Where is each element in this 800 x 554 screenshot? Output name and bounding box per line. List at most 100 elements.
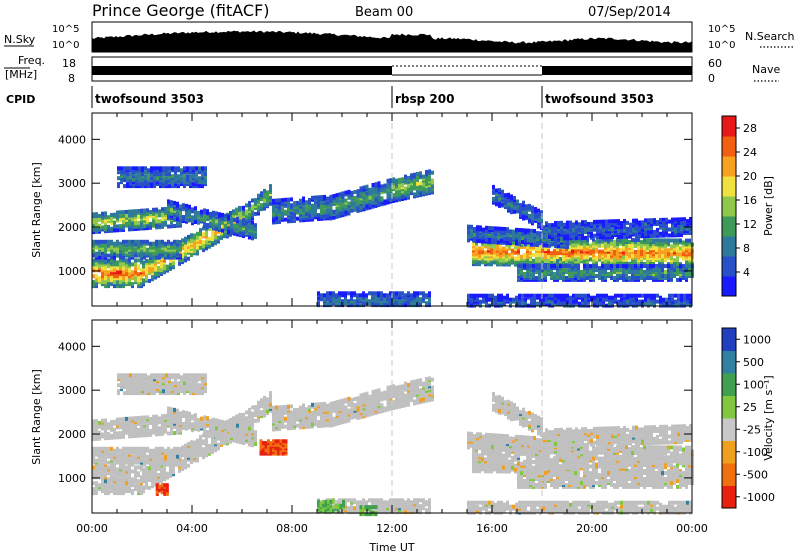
power-cell: [413, 184, 416, 189]
power-cell: [164, 241, 167, 246]
velocity-cell: [98, 471, 101, 476]
power-cell: [563, 301, 566, 306]
power-cell: [683, 221, 686, 226]
power-cell: [164, 220, 167, 225]
power-y-axis-label: Slant Range [km]: [30, 162, 43, 258]
power-cell: [641, 293, 644, 298]
power-cell: [512, 235, 515, 240]
power-cell: [140, 282, 143, 287]
power-cell: [155, 255, 158, 260]
power-cell: [155, 251, 158, 256]
power-cell: [191, 207, 194, 212]
power-cell: [211, 237, 214, 241]
power-cell: [209, 211, 212, 216]
power-cell: [523, 264, 526, 269]
power-cell: [622, 264, 625, 269]
velocity-cell: [140, 489, 143, 494]
power-cell: [505, 254, 508, 259]
power-cell: [117, 166, 120, 171]
power-cell: [562, 253, 565, 258]
power-cell: [587, 293, 590, 298]
power-cell: [517, 264, 520, 269]
power-cell: [676, 256, 679, 261]
power-cell: [614, 219, 617, 224]
power-cell: [551, 293, 554, 298]
power-cell: [129, 166, 132, 171]
power-cell: [419, 291, 422, 296]
power-cell: [227, 226, 230, 231]
velocity-cell: [260, 398, 263, 403]
power-cell: [95, 282, 98, 287]
power-cell: [664, 258, 667, 263]
nsky-tick-bottom: 10^0: [52, 40, 79, 51]
colorbar-tick-label: 20: [743, 170, 757, 183]
power-cell: [566, 220, 569, 225]
power-cell: [305, 212, 308, 216]
power-cell: [479, 293, 482, 298]
power-cell: [556, 266, 559, 271]
power-cell: [119, 245, 122, 250]
power-cell: [422, 186, 425, 191]
power-cell: [664, 264, 667, 269]
power-cell: [499, 258, 502, 263]
power-cell: [528, 213, 531, 218]
power-cell: [272, 198, 275, 203]
power-cell: [568, 247, 571, 252]
power-cell: [350, 208, 354, 213]
power-cell: [138, 178, 141, 183]
power-cell: [151, 277, 154, 282]
power-cell: [646, 264, 649, 269]
power-cell: [551, 242, 554, 246]
power-cell: [401, 295, 404, 300]
power-cell: [679, 238, 682, 243]
velocity-cell: [95, 481, 98, 486]
power-cell: [186, 166, 189, 171]
power-cell: [498, 194, 501, 198]
power-cell: [155, 239, 158, 244]
power-cell: [473, 293, 476, 298]
power-cell: [141, 172, 144, 177]
power-cell: [92, 218, 95, 223]
power-cell: [389, 291, 392, 296]
velocity-cell: [137, 471, 140, 476]
power-cell: [650, 230, 653, 234]
power-cell: [278, 198, 281, 203]
velocity-cell: [145, 471, 148, 476]
power-cell: [138, 182, 141, 187]
power-cell: [380, 297, 383, 302]
power-cell: [272, 218, 275, 223]
power-cell: [98, 268, 101, 273]
power-cell: [389, 178, 393, 182]
power-cell: [187, 256, 190, 261]
power-cell: [176, 221, 179, 226]
velocity-cell: [181, 459, 184, 464]
velocity-cell: [266, 409, 269, 414]
power-cell: [518, 228, 521, 232]
power-cell: [245, 220, 248, 225]
power-cell: [242, 218, 245, 223]
power-cell: [538, 245, 541, 249]
power-cell: [329, 208, 333, 213]
power-cell: [362, 291, 365, 296]
power-cell: [634, 261, 637, 266]
power-cell: [569, 295, 572, 300]
power-cell: [98, 264, 101, 269]
power-cell: [521, 293, 524, 298]
power-cell: [488, 226, 491, 230]
power-cell: [541, 249, 544, 253]
velocity-cell: [113, 475, 116, 480]
power-cell: [668, 219, 671, 224]
power-cell: [260, 203, 263, 208]
power-cell: [671, 217, 674, 222]
power-cell: [167, 211, 170, 216]
power-cell: [565, 268, 568, 273]
cpid-segment-label: twofsound 3503: [545, 92, 654, 106]
power-cell: [598, 249, 601, 254]
power-cell: [554, 293, 557, 298]
power-cell: [176, 211, 179, 216]
velocity-cell: [98, 465, 101, 470]
power-cell: [383, 299, 386, 304]
power-cell: [179, 204, 182, 209]
power-cell: [377, 291, 380, 296]
power-cell: [95, 262, 98, 267]
